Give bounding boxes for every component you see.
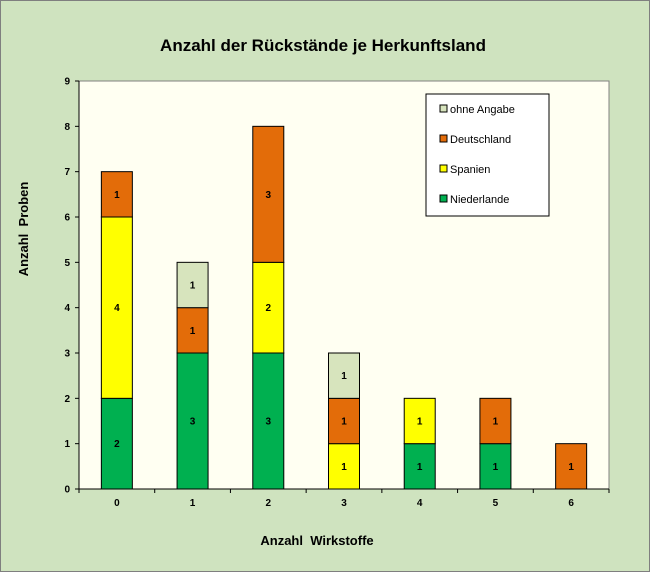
y-tick-label: 5	[64, 258, 70, 269]
chart-title: Anzahl der Rückstände je Herkunftsland	[160, 36, 486, 55]
data-label: 1	[568, 462, 574, 473]
bar-segment-niederlande	[100, 397, 133, 490]
legend: ohne Angabe Deutschland Spanien Niederlande	[425, 93, 550, 217]
x-tick-label: 6	[568, 498, 574, 509]
legend-label: Niederlande	[450, 194, 509, 206]
legend-swatch	[439, 194, 448, 203]
data-label: 1	[114, 190, 120, 201]
y-tick-label: 1	[64, 439, 70, 450]
x-tick-label: 4	[417, 498, 423, 509]
y-tick-label: 3	[64, 349, 70, 360]
bar-segment-spanien	[328, 443, 360, 490]
data-label: 3	[266, 190, 272, 201]
y-tick-label: 4	[64, 303, 70, 314]
bar-segment-ohne-angabe	[328, 352, 360, 399]
data-label: 1	[493, 417, 499, 428]
bar-segment-ohne-angabe	[176, 261, 209, 309]
x-tick-label: 5	[493, 498, 499, 509]
data-label: 1	[341, 462, 347, 473]
bar-segment-deutschland	[176, 307, 209, 354]
bar-segment-spanien	[252, 261, 285, 354]
y-tick-label: 6	[64, 213, 70, 224]
bar-segment-deutschland	[252, 125, 285, 263]
x-tick-label: 3	[341, 498, 347, 509]
x-tick-label: 1	[190, 498, 196, 509]
bar-segment-deutschland	[328, 397, 360, 445]
data-label: 2	[266, 303, 272, 314]
data-label: 1	[341, 417, 347, 428]
data-label: 3	[266, 417, 272, 428]
data-label: 1	[341, 371, 347, 382]
x-tick-label: 0	[114, 498, 120, 509]
bar-segment-niederlande	[403, 443, 436, 490]
data-label: 1	[190, 281, 196, 292]
data-label: 1	[493, 462, 499, 473]
legend-swatch	[439, 134, 448, 143]
y-tick-label: 8	[64, 122, 70, 133]
data-label: 1	[417, 417, 423, 428]
bar-segment-niederlande	[479, 443, 512, 490]
bar-segment-deutschland	[555, 443, 588, 490]
bar-segment-deutschland	[479, 397, 512, 445]
bar-segment-niederlande	[252, 352, 285, 490]
bar-segment-deutschland	[100, 171, 133, 218]
legend-swatch	[439, 104, 448, 113]
bar-segment-spanien	[100, 216, 133, 399]
legend-label: Deutschland	[450, 134, 511, 146]
y-tick-label: 0	[64, 485, 70, 496]
data-label: 3	[190, 417, 196, 428]
x-tick-label: 2	[266, 498, 272, 509]
y-tick-label: 2	[64, 394, 70, 405]
legend-label: ohne Angabe	[450, 104, 515, 116]
data-label: 1	[417, 462, 423, 473]
legend-label: Spanien	[450, 164, 490, 176]
x-axis-label: Anzahl Wirkstoffe	[260, 533, 373, 548]
bars: 2 4 1 3 1 1 3 2 3 1 1 1 1 1 1 1 1	[100, 125, 588, 490]
data-label: 1	[190, 326, 196, 337]
legend-swatch	[439, 164, 448, 173]
bar-segment-spanien	[403, 397, 436, 445]
y-tick-label: 9	[64, 77, 70, 88]
data-label: 2	[114, 439, 120, 450]
y-tick-label: 7	[64, 167, 70, 178]
y-axis-label: Anzahl Proben	[16, 182, 31, 277]
data-label: 4	[114, 303, 120, 314]
